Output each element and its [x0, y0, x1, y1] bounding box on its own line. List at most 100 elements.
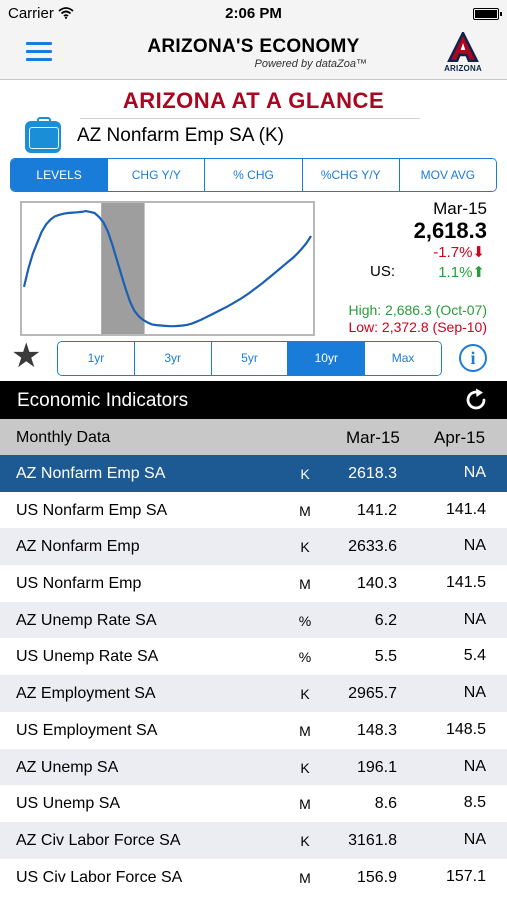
- row-value-2: NA: [463, 757, 486, 775]
- row-value-1: 2633.6: [348, 538, 397, 556]
- table-row[interactable]: US Employment SA M 148.3 148.5: [0, 711, 507, 749]
- row-value-2: 141.5: [445, 574, 486, 592]
- table-row[interactable]: AZ Nonfarm Emp SA K 2618.3 NA: [0, 455, 507, 492]
- row-value-1: 140.3: [356, 575, 397, 593]
- row-name: AZ Nonfarm Emp: [16, 538, 140, 556]
- row-unit: M: [299, 869, 311, 886]
- row-unit: K: [300, 832, 310, 849]
- row-name: US Nonfarm Emp SA: [16, 501, 168, 519]
- row-value-1: 148.3: [356, 721, 397, 739]
- row-value-2: NA: [463, 684, 486, 702]
- stat-us-label: US:: [370, 263, 396, 280]
- chart-svg: [22, 203, 312, 334]
- table-row[interactable]: AZ Civ Labor Force SA K 3161.8 NA: [0, 821, 507, 859]
- row-unit: %: [298, 612, 312, 629]
- indicator-list: AZ Nonfarm Emp SA K 2618.3 NA US Nonfarm Emp…: [0, 455, 507, 896]
- briefcase-icon[interactable]: [25, 117, 61, 153]
- indicators-header: Economic Indicators: [0, 381, 507, 419]
- range-5yr[interactable]: 5yr: [210, 342, 288, 375]
- view-mode-tabs: LEVELS CHG Y/Y % CHG %CHG Y/Y MOV AVG: [10, 158, 497, 192]
- row-value-2: NA: [463, 537, 486, 555]
- range-max[interactable]: Max: [364, 342, 441, 375]
- tab-chg-yy[interactable]: CHG Y/Y: [107, 159, 205, 191]
- row-name: AZ Nonfarm Emp SA: [16, 465, 166, 482]
- stat-low: Low: 2,372.8 (Sep-10): [348, 319, 487, 335]
- divider: [80, 118, 420, 119]
- table-header: Monthly Data Mar-15 Apr-15: [0, 419, 507, 455]
- table-row[interactable]: AZ Unemp Rate SA% 6.2 NA: [0, 601, 507, 639]
- stat-us-value: 1.1%: [438, 264, 473, 281]
- row-unit: K: [300, 539, 310, 556]
- table-row[interactable]: AZ Unemp SA K 196.1 NA: [0, 748, 507, 786]
- column-date-1: Mar-15: [346, 428, 400, 447]
- row-name: AZ Unemp SA: [16, 758, 119, 776]
- logo-text: ARIZONA: [444, 64, 482, 73]
- stat-yoy-value: -1.7%: [433, 244, 473, 261]
- line-chart[interactable]: [20, 201, 315, 336]
- tab-pct-chg-yy[interactable]: %CHG Y/Y: [301, 159, 399, 191]
- row-value-1: 5.5: [374, 648, 397, 666]
- refresh-icon[interactable]: [463, 387, 489, 413]
- row-value-1: 156.9: [356, 868, 397, 886]
- indicators-title: Economic Indicators: [17, 390, 189, 411]
- column-label: Monthly Data: [16, 429, 111, 446]
- table-row[interactable]: US Unemp SA M 8.6 8.5: [0, 785, 507, 822]
- row-value-2: NA: [463, 464, 486, 481]
- recession-shading: [101, 203, 145, 334]
- table-row[interactable]: US Nonfarm Emp M 140.3 141.5: [0, 565, 507, 602]
- app-header: ARIZONA'S ECONOMY Powered by dataZoa™ AR…: [0, 28, 507, 80]
- table-row[interactable]: US Civ Labor Force SA M 156.9 157.1: [0, 858, 507, 896]
- row-unit: K: [300, 466, 310, 482]
- row-name: US Unemp SA: [16, 795, 121, 813]
- row-value-1: 2618.3: [348, 465, 397, 482]
- row-unit: K: [300, 686, 310, 703]
- tab-mov-avg[interactable]: MOV AVG: [398, 159, 496, 191]
- tab-pct-chg[interactable]: % CHG: [204, 159, 302, 191]
- row-unit: M: [299, 796, 311, 813]
- info-icon[interactable]: i: [459, 344, 487, 372]
- row-unit: M: [299, 576, 311, 593]
- table-row[interactable]: AZ Nonfarm Emp K 2633.6 NA: [0, 528, 507, 566]
- row-name: AZ Civ Labor Force SA: [16, 831, 181, 849]
- row-name: AZ Unemp Rate SA: [16, 611, 157, 629]
- row-value-1: 6.2: [374, 611, 397, 629]
- row-value-2: NA: [463, 830, 486, 848]
- down-arrow-icon: ⬇: [472, 244, 485, 261]
- tab-levels[interactable]: LEVELS: [11, 159, 108, 191]
- star-icon[interactable]: ★: [11, 337, 42, 375]
- row-value-1: 2965.7: [348, 685, 397, 703]
- row-value-2: 141.4: [445, 500, 486, 518]
- row-name: US Civ Labor Force SA: [16, 868, 183, 886]
- row-unit: M: [299, 502, 311, 519]
- row-value-2: 148.5: [445, 720, 486, 738]
- range-3yr[interactable]: 3yr: [133, 342, 211, 375]
- glance-title: ARIZONA AT A GLANCE: [122, 88, 385, 113]
- stat-yoy: -1.7%⬇: [433, 243, 485, 261]
- stat-value: 2,618.3: [413, 218, 487, 243]
- row-value-1: 141.2: [356, 501, 397, 519]
- menu-icon[interactable]: [26, 42, 52, 62]
- series-name: AZ Nonfarm Emp SA (K): [77, 125, 284, 146]
- range-1yr[interactable]: 1yr: [58, 342, 134, 375]
- table-row[interactable]: US Unemp Rate SA% 5.5 5.4: [0, 638, 507, 676]
- carrier-label: Carrier: [8, 5, 54, 22]
- row-name: US Nonfarm Emp: [16, 575, 142, 593]
- stat-high: High: 2,686.3 (Oct-07): [348, 302, 487, 318]
- row-name: AZ Employment SA: [16, 685, 156, 703]
- row-value-2: 5.4: [463, 647, 486, 665]
- battery-icon: [473, 8, 502, 20]
- range-10yr[interactable]: 10yr: [287, 342, 365, 375]
- range-tabs: 1yr 3yr 5yr 10yr Max: [57, 341, 442, 376]
- column-date-2: Apr-15: [434, 428, 486, 447]
- row-unit: %: [298, 649, 312, 666]
- row-name: US Unemp Rate SA: [16, 648, 159, 666]
- chart-line: [22, 209, 312, 328]
- status-bar: Carrier 2:06 PM: [0, 0, 507, 28]
- university-logo: ARIZONA: [441, 32, 485, 76]
- row-value-2: 8.5: [463, 794, 486, 812]
- table-row[interactable]: US Nonfarm Emp SA M 141.2 141.4: [0, 491, 507, 529]
- row-value-2: 157.1: [445, 867, 486, 885]
- row-unit: M: [299, 722, 311, 739]
- wifi-icon: [58, 6, 74, 23]
- table-row[interactable]: AZ Employment SA K 2965.7 NA: [0, 675, 507, 712]
